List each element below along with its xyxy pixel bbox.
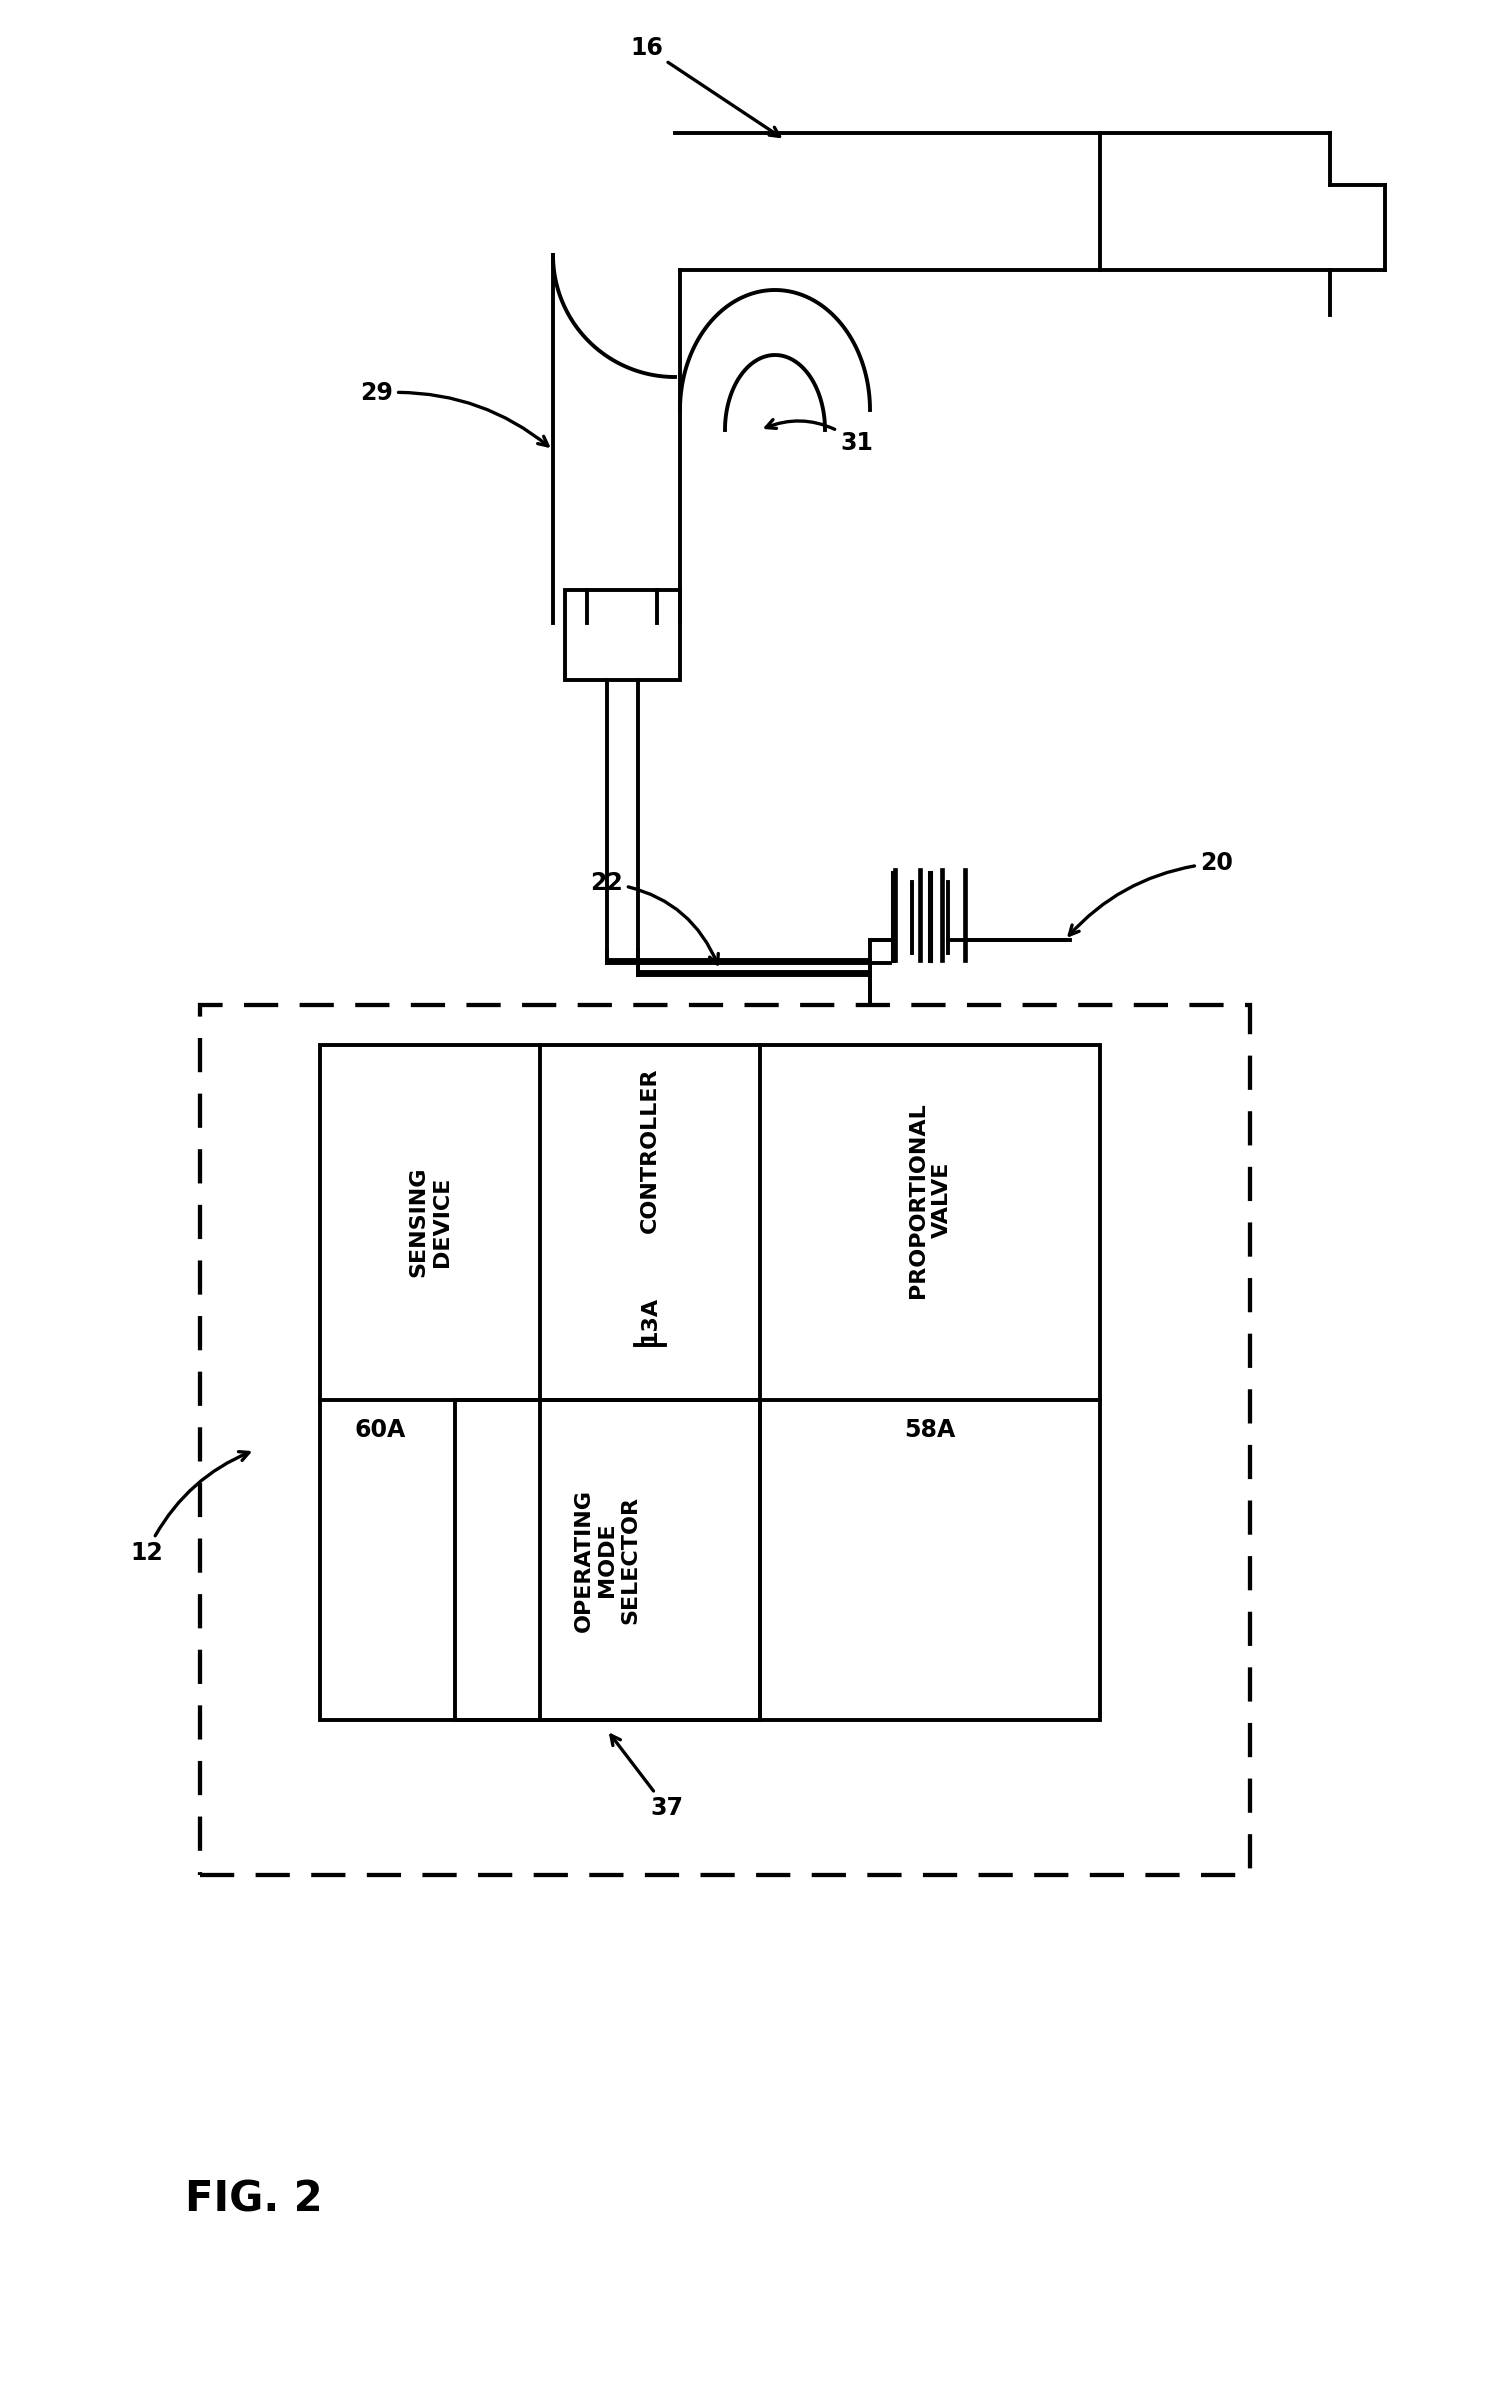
Text: 20: 20 <box>1069 852 1233 935</box>
Text: OPERATING
MODE
SELECTOR: OPERATING MODE SELECTOR <box>573 1489 640 1632</box>
Bar <box>319 1045 1100 1720</box>
Text: FIG. 2: FIG. 2 <box>186 2178 322 2221</box>
Text: 29: 29 <box>359 382 548 446</box>
Text: PROPORTIONAL
VALVE: PROPORTIONAL VALVE <box>909 1102 952 1298</box>
Text: 58A: 58A <box>904 1417 956 1441</box>
Text: 37: 37 <box>610 1735 683 1821</box>
Bar <box>200 1005 1250 1875</box>
Text: 31: 31 <box>766 420 873 456</box>
Bar <box>564 589 680 680</box>
Text: SENSING
DEVICE: SENSING DEVICE <box>408 1167 451 1277</box>
Bar <box>454 1401 760 1720</box>
Text: 22: 22 <box>590 871 719 964</box>
Text: CONTROLLER: CONTROLLER <box>640 1067 659 1234</box>
Text: 60A: 60A <box>355 1417 405 1441</box>
Text: 13A: 13A <box>640 1296 659 1343</box>
Text: 12: 12 <box>131 1451 249 1565</box>
Text: 16: 16 <box>630 36 780 136</box>
